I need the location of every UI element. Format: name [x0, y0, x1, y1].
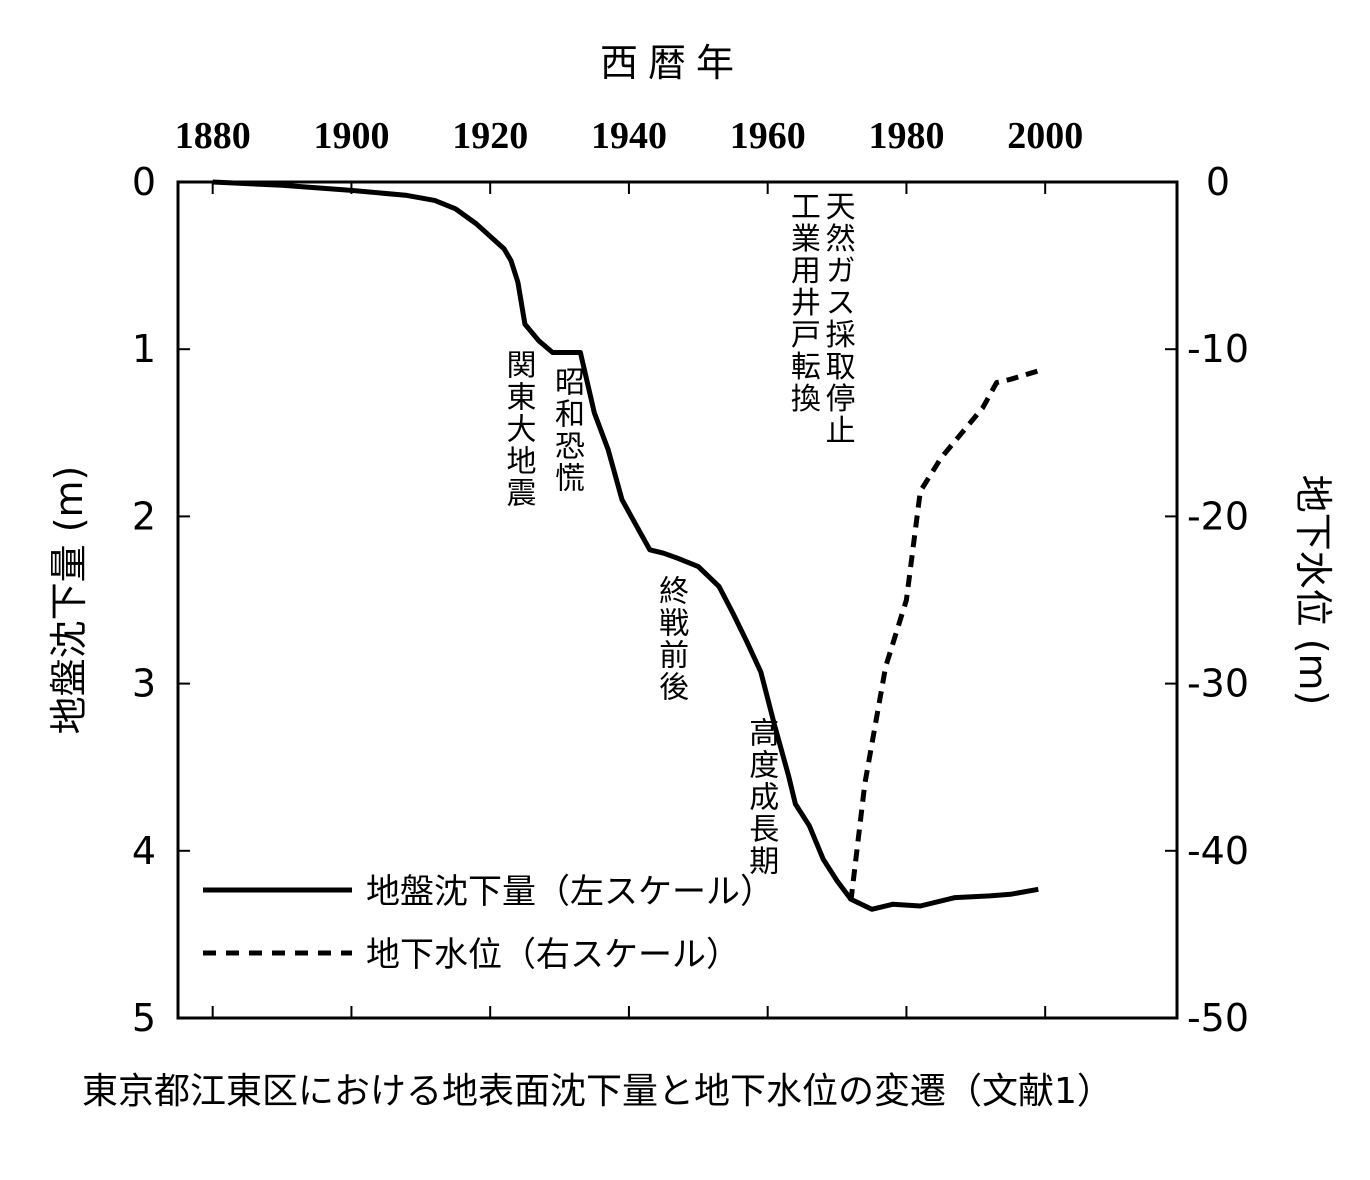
right-tick-label: -20	[1187, 494, 1249, 538]
right-tick-label: 0	[1206, 160, 1230, 204]
annotation-label: 天然ガス採取停止	[820, 190, 856, 446]
right-tick-label: -10	[1187, 327, 1249, 371]
x-tick-label: 1900	[313, 115, 389, 157]
left-tick-label: 2	[132, 494, 156, 538]
legend: 地盤沈下量（左スケール） 地下水位（右スケール）	[203, 873, 774, 974]
annotation-label: 高度成長期	[743, 717, 778, 877]
left-tick-label: 0	[132, 160, 156, 204]
left-tick-label: 3	[132, 662, 156, 706]
x-tick-label: 1920	[452, 115, 528, 157]
x-tick-label: 1960	[730, 115, 806, 157]
annotation-label: 昭和恐慌	[549, 366, 585, 494]
x-tick-label: 1980	[868, 115, 944, 157]
legend-label-subsidence: 地盤沈下量（左スケール）	[366, 873, 774, 911]
plot-frame	[176, 180, 1179, 1020]
right-tick-label: -30	[1187, 662, 1249, 706]
figure-caption: 東京都江東区における地表面沈下量と地下水位の変遷（文献1）	[82, 1071, 1113, 1112]
series-subsidence-line	[212, 179, 1039, 912]
right-axis-label: 地下水位 (m)	[1291, 475, 1335, 706]
x-axis-ticks: 1880 1900 1920 1940 1960 1980 2000	[175, 115, 1083, 1018]
annotation-label: 関東大地震	[500, 349, 536, 509]
left-axis-label: 地盤沈下量 (m)	[47, 466, 91, 735]
left-axis-ticks: 0 1 2 3 4 5	[132, 160, 190, 1040]
chart-title: 西暦年	[600, 41, 744, 85]
x-tick-label: 1880	[175, 115, 251, 157]
annotation-label: 終戦前後	[653, 575, 689, 703]
x-tick-label: 1940	[591, 115, 667, 157]
legend-label-groundwater: 地下水位（右スケール）	[366, 936, 740, 974]
left-tick-label: 4	[132, 829, 156, 873]
left-tick-label: 1	[132, 327, 156, 371]
right-axis-ticks: 0 -10 -20 -30 -40 -50	[1165, 160, 1249, 1040]
x-tick-label: 2000	[1007, 115, 1083, 157]
series-groundwater-line	[848, 368, 1040, 902]
left-tick-label: 5	[132, 996, 156, 1040]
right-tick-label: -50	[1187, 996, 1249, 1040]
annotation-label: 工業用井戸転換	[785, 190, 821, 414]
right-tick-label: -40	[1187, 829, 1249, 873]
series-layer	[212, 179, 1040, 912]
